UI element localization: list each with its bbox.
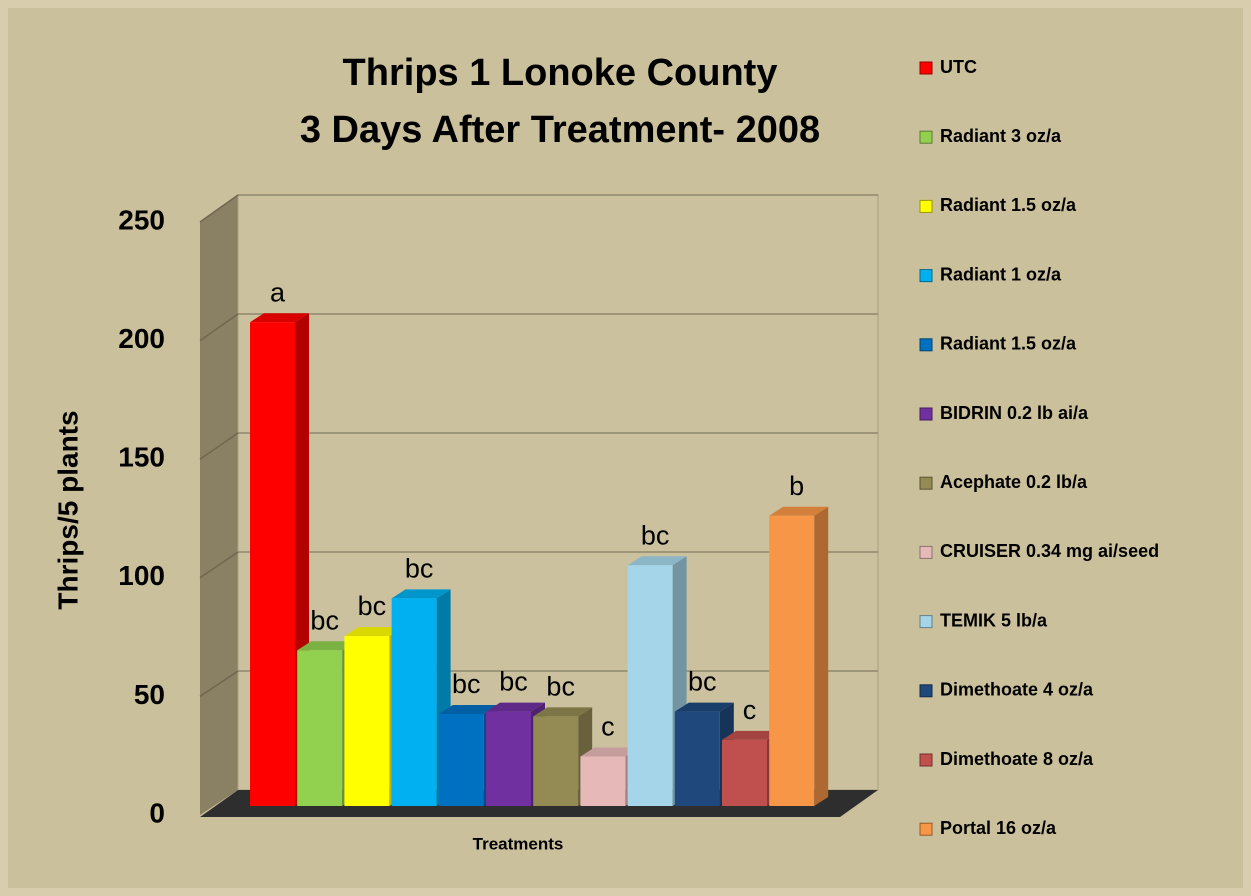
bar-top (769, 506, 829, 516)
bar-top (580, 747, 640, 757)
annotation: a (270, 277, 286, 307)
legend-label: UTC (940, 57, 977, 77)
legend-swatch (919, 615, 933, 629)
grid-line (199, 551, 239, 579)
bar (297, 650, 343, 806)
legend-label: CRUISER 0.34 mg ai/seed (940, 541, 1159, 561)
y-tick-label: 200 (118, 323, 165, 354)
bar (486, 711, 531, 806)
grid-line (199, 670, 239, 698)
bar-top (533, 707, 593, 717)
annotation: c (743, 695, 757, 725)
legend-swatch (919, 476, 933, 490)
chart-title: 3 Days After Treatment- 2008 (300, 109, 820, 151)
bar-top (250, 313, 309, 323)
legend-label: Portal 16 oz/a (940, 818, 1057, 838)
legend-label: Dimethoate 8 oz/a (940, 749, 1094, 769)
bar-top (297, 641, 357, 651)
grid-line (199, 313, 239, 342)
y-tick-label: 50 (134, 679, 165, 710)
legend-swatch (919, 199, 933, 213)
bar (722, 739, 767, 806)
y-tick-label: 100 (118, 560, 165, 591)
annotation: bc (452, 669, 481, 699)
legend-label: TEMIK 5 lb/a (940, 610, 1048, 630)
annotation: bc (688, 667, 717, 697)
legend-label: Dimethoate 4 oz/a (940, 680, 1094, 700)
bar (627, 565, 673, 806)
legend-label: BIDRIN 0.2 lb ai/a (940, 403, 1089, 423)
bar (250, 322, 295, 806)
grid-line (199, 194, 239, 223)
chart-title: Thrips 1 Lonoke County (343, 52, 778, 94)
annotation: bc (310, 605, 339, 635)
legend-swatch (919, 684, 933, 698)
bar-top (722, 730, 781, 740)
bar (769, 515, 815, 806)
bar-top (486, 702, 545, 712)
legend-swatch (919, 269, 933, 283)
legend-label: Acephate 0.2 lb/a (940, 472, 1088, 492)
bar (674, 711, 720, 806)
legend-label: Radiant 3 oz/a (940, 126, 1062, 146)
y-tick-label: 0 (149, 797, 165, 828)
annotation: bc (358, 591, 387, 621)
legend-swatch (919, 822, 933, 836)
legend-label: Radiant 1.5 oz/a (940, 334, 1077, 354)
legend-label: Radiant 1.5 oz/a (940, 195, 1077, 215)
bar-top (438, 704, 498, 714)
bar (391, 598, 437, 806)
y-axis-label: Thrips/5 plants (52, 410, 83, 609)
legend-label: Radiant 1 oz/a (940, 264, 1062, 284)
bar-top (344, 627, 404, 637)
x-axis-label: Treatments (473, 834, 564, 853)
bar-side (814, 506, 829, 806)
bar (344, 636, 390, 806)
annotation: b (789, 471, 804, 501)
legend-swatch (919, 407, 933, 421)
bar (438, 713, 484, 806)
annotation: bc (641, 520, 670, 550)
bar-top (391, 589, 451, 599)
annotation: bc (405, 553, 434, 583)
annotation: bc (546, 671, 575, 701)
bar (533, 716, 579, 806)
bar-top (627, 556, 687, 566)
annotation: c (601, 712, 615, 742)
legend-swatch (919, 545, 933, 559)
legend-swatch (919, 61, 933, 75)
bar-top (674, 702, 734, 712)
annotation: bc (499, 667, 528, 697)
y-tick-label: 250 (118, 204, 165, 235)
y-tick-label: 150 (118, 442, 165, 473)
side-wall (200, 195, 238, 815)
grid-line (199, 432, 239, 460)
legend-swatch (919, 130, 933, 144)
bar (580, 756, 626, 806)
legend-swatch (919, 338, 933, 352)
legend-swatch (919, 753, 933, 767)
